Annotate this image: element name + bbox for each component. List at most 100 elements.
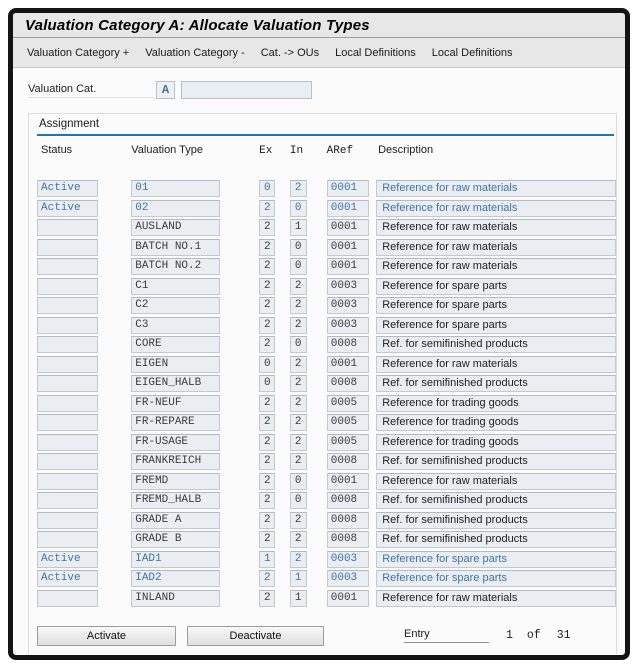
ex-field[interactable]: 1 (259, 550, 275, 568)
aref-field[interactable]: 0008 (326, 531, 370, 548)
aref-field[interactable]: 0008 (326, 375, 370, 392)
in-field[interactable]: 2 (289, 453, 307, 470)
in-field[interactable]: 2 (289, 355, 307, 373)
ex-field[interactable]: 2 (259, 336, 275, 353)
valuation-type-field[interactable]: FREMD (131, 472, 221, 490)
aref-field[interactable]: 0001 (326, 180, 370, 197)
ex-field[interactable]: 2 (259, 258, 275, 275)
ex-field[interactable]: 2 (259, 472, 275, 490)
ex-field[interactable]: 0 (259, 180, 275, 197)
in-field[interactable]: 2 (289, 297, 307, 314)
description-field[interactable]: Reference for raw materials (376, 355, 616, 373)
in-field[interactable]: 0 (289, 258, 307, 275)
toolbar-local-definitions-1[interactable]: Local Definitions (335, 46, 416, 59)
valuation-type-field[interactable]: BATCH NO.2 (131, 258, 221, 275)
in-field[interactable]: 1 (289, 570, 307, 587)
description-field[interactable]: Reference for spare parts (376, 277, 616, 295)
description-field[interactable]: Reference for trading goods (376, 433, 616, 451)
valuation-type-field[interactable]: AUSLAND (131, 219, 221, 236)
in-field[interactable]: 0 (289, 336, 307, 353)
aref-field[interactable]: 0003 (326, 570, 370, 587)
valuation-type-field[interactable]: FR-NEUF (131, 394, 221, 412)
description-field[interactable]: Reference for raw materials (376, 219, 616, 236)
valuation-type-field[interactable]: FRANKREICH (131, 453, 221, 470)
aref-field[interactable]: 0001 (326, 219, 370, 236)
valuation-type-field[interactable]: C3 (131, 316, 221, 334)
valuation-type-field[interactable]: C1 (131, 277, 221, 295)
valuation-type-field[interactable]: EIGEN (131, 355, 221, 373)
aref-field[interactable]: 0003 (326, 297, 370, 314)
description-field[interactable]: Reference for raw materials (376, 180, 616, 197)
ex-field[interactable]: 2 (259, 277, 275, 295)
description-field[interactable]: Ref. for semifinished products (376, 511, 616, 529)
ex-field[interactable]: 2 (259, 199, 275, 217)
in-field[interactable]: 0 (289, 492, 307, 509)
valuation-type-field[interactable]: C2 (131, 297, 221, 314)
ex-field[interactable]: 2 (259, 511, 275, 529)
description-field[interactable]: Reference for trading goods (376, 394, 616, 412)
in-field[interactable]: 2 (289, 180, 307, 197)
toolbar-local-definitions-2[interactable]: Local Definitions (431, 46, 513, 59)
in-field[interactable]: 2 (289, 375, 307, 392)
valuation-type-field[interactable]: FR-REPARE (131, 414, 221, 431)
ex-field[interactable]: 2 (259, 531, 275, 548)
in-field[interactable]: 2 (289, 511, 307, 529)
description-field[interactable]: Reference for spare parts (376, 297, 616, 314)
ex-field[interactable]: 2 (259, 297, 275, 314)
in-field[interactable]: 1 (289, 589, 307, 607)
aref-field[interactable]: 0001 (326, 355, 370, 373)
valuation-type-field[interactable]: 01 (131, 180, 221, 197)
deactivate-button[interactable]: Deactivate (187, 625, 324, 646)
in-field[interactable]: 2 (289, 414, 307, 431)
description-field[interactable]: Ref. for semifinished products (376, 531, 616, 548)
description-field[interactable]: Reference for spare parts (376, 570, 616, 587)
aref-field[interactable]: 0001 (326, 258, 370, 275)
in-field[interactable]: 0 (289, 238, 307, 256)
ex-field[interactable]: 0 (259, 355, 275, 373)
aref-field[interactable]: 0003 (326, 277, 370, 295)
valuation-cat-input[interactable] (181, 81, 312, 99)
ex-field[interactable]: 2 (259, 453, 275, 470)
ex-field[interactable]: 2 (259, 316, 275, 334)
description-field[interactable]: Reference for raw materials (376, 199, 616, 217)
ex-field[interactable]: 2 (259, 219, 275, 236)
description-field[interactable]: Ref. for semifinished products (376, 375, 616, 392)
aref-field[interactable]: 0001 (326, 199, 370, 217)
aref-field[interactable]: 0008 (326, 511, 370, 529)
ex-field[interactable]: 2 (259, 394, 275, 412)
aref-field[interactable]: 0005 (326, 414, 370, 431)
in-field[interactable]: 0 (289, 472, 307, 490)
aref-field[interactable]: 0008 (326, 492, 370, 509)
valuation-type-field[interactable]: GRADE B (131, 531, 221, 548)
description-field[interactable]: Reference for raw materials (376, 589, 616, 607)
aref-field[interactable]: 0003 (326, 550, 370, 568)
in-field[interactable]: 1 (289, 219, 307, 236)
in-field[interactable]: 2 (289, 277, 307, 295)
description-field[interactable]: Ref. for semifinished products (376, 453, 616, 470)
toolbar-cat-to-ous[interactable]: Cat. -> OUs (260, 46, 320, 59)
valuation-type-field[interactable]: FREMD_HALB (131, 492, 221, 509)
aref-field[interactable]: 0008 (326, 336, 370, 353)
description-field[interactable]: Ref. for semifinished products (376, 492, 616, 509)
description-field[interactable]: Reference for raw materials (376, 258, 616, 275)
aref-field[interactable]: 0001 (326, 589, 370, 607)
ex-field[interactable]: 2 (259, 570, 275, 587)
aref-field[interactable]: 0001 (326, 238, 370, 256)
valuation-type-field[interactable]: EIGEN_HALB (131, 375, 221, 392)
valuation-type-field[interactable]: FR-USAGE (131, 433, 221, 451)
valuation-type-field[interactable]: GRADE A (131, 511, 221, 529)
valuation-type-field[interactable]: 02 (131, 199, 221, 217)
ex-field[interactable]: 2 (259, 589, 275, 607)
valuation-cat-value-field[interactable]: A (156, 81, 175, 99)
valuation-type-field[interactable]: IAD2 (131, 570, 221, 587)
aref-field[interactable]: 0001 (326, 472, 370, 490)
ex-field[interactable]: 2 (259, 238, 275, 256)
description-field[interactable]: Reference for spare parts (376, 550, 616, 568)
ex-field[interactable]: 0 (259, 375, 275, 392)
in-field[interactable]: 2 (289, 550, 307, 568)
ex-field[interactable]: 2 (259, 492, 275, 509)
in-field[interactable]: 2 (289, 394, 307, 412)
in-field[interactable]: 2 (289, 316, 307, 334)
toolbar-valuation-category-plus[interactable]: Valuation Category + (27, 46, 130, 59)
toolbar-valuation-category-minus[interactable]: Valuation Category - (145, 46, 245, 59)
